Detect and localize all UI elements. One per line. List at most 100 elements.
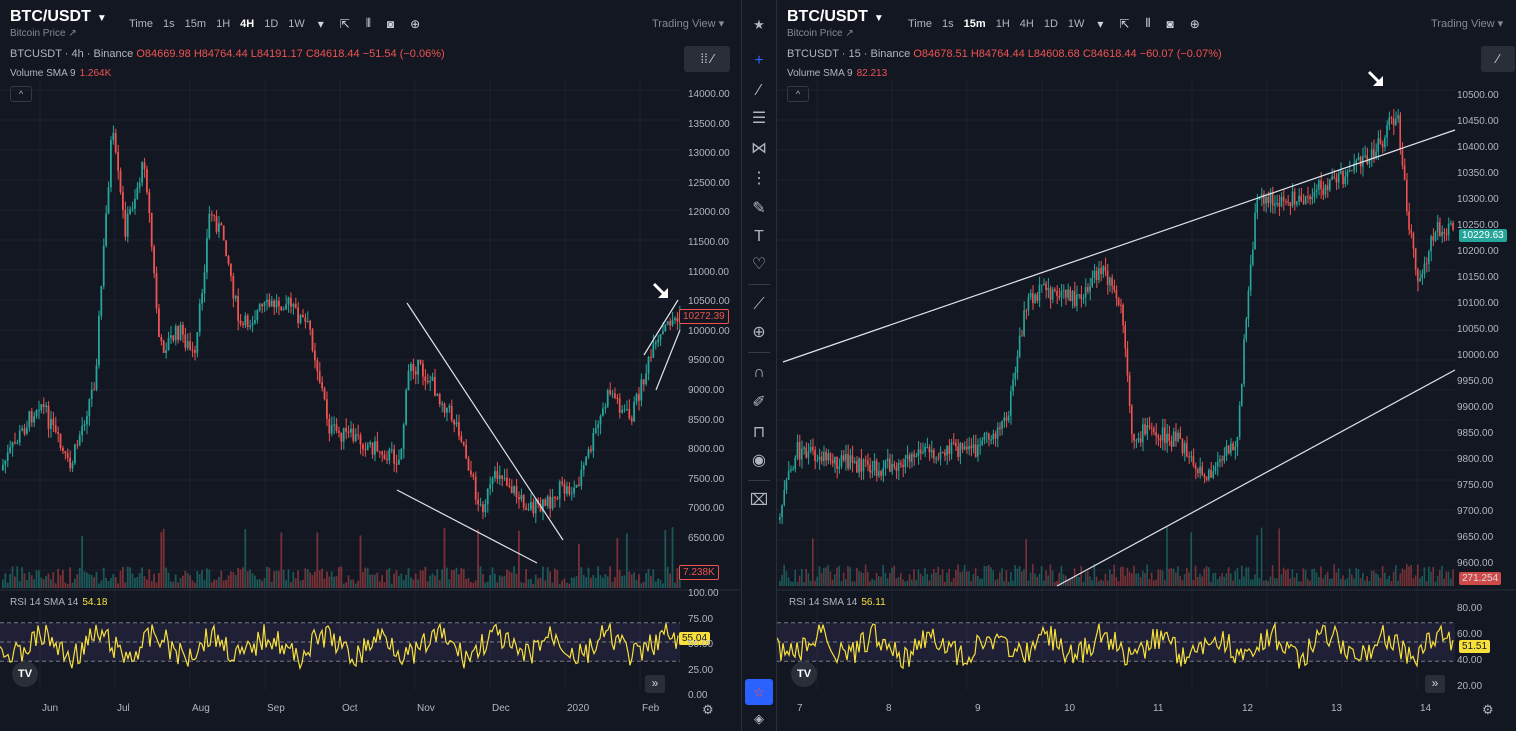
candle-body <box>554 497 556 499</box>
tf-1h[interactable]: 1H <box>216 17 231 30</box>
indicator-icon[interactable]: ⇱ <box>339 16 350 31</box>
eye-icon[interactable]: ◉ <box>752 452 766 469</box>
volume-bar <box>460 567 463 588</box>
candle-type-icon[interactable]: ⫴ <box>365 16 371 30</box>
lock-draw-icon[interactable]: ✐ <box>752 394 766 411</box>
camera-icon[interactable]: ◙ <box>1166 16 1174 31</box>
tf-4h[interactable]: 4H <box>1019 17 1034 30</box>
ruler-icon[interactable]: ⟋ <box>753 296 765 313</box>
volume-bar <box>249 569 251 588</box>
volume-bar <box>994 580 997 586</box>
layers-icon[interactable]: ◈ <box>754 711 764 726</box>
favorites-star-icon[interactable]: ★ <box>753 17 765 32</box>
rsi-axis-label: 0.00 <box>688 690 708 702</box>
crosshair-icon[interactable]: + <box>754 52 764 69</box>
tf-time[interactable]: Time <box>129 17 154 30</box>
candle-body <box>968 446 970 450</box>
tf-1d[interactable]: 1D <box>1043 17 1058 30</box>
indicator-icon[interactable]: ⇱ <box>1119 16 1130 31</box>
candle-body <box>263 302 266 307</box>
candle-body <box>785 479 788 490</box>
tf-1w[interactable]: 1W <box>288 17 305 30</box>
candle-body <box>626 409 628 411</box>
chevron-down-icon: ▼ <box>873 13 884 24</box>
candle-body <box>330 424 333 434</box>
tradingview-logo[interactable]: TV <box>791 661 817 687</box>
tf-1d[interactable]: 1D <box>264 17 279 30</box>
settings-gear-icon[interactable]: ⚙ <box>702 702 714 717</box>
line-tool-quick-button[interactable]: ⁄ <box>1481 46 1515 72</box>
right-price-chart[interactable] <box>777 0 1516 731</box>
candle-body <box>845 454 847 461</box>
candle-body <box>114 132 117 153</box>
left-price-chart[interactable] <box>0 0 742 731</box>
symbol-selector[interactable]: BTC/USDT ▼ <box>787 8 884 26</box>
candle-body <box>1315 189 1318 192</box>
drawing-quick-button[interactable]: ⁞⁞ ⁄ <box>684 46 730 72</box>
heart-icon[interactable]: ♡ <box>751 256 767 273</box>
settings-gear-icon[interactable]: ⚙ <box>1482 702 1494 717</box>
volume-bar <box>258 579 261 588</box>
candle-body <box>1234 446 1236 451</box>
projection-icon[interactable]: ⋮ <box>751 170 767 187</box>
volume-bar <box>654 581 657 588</box>
candle-body <box>9 447 11 453</box>
candle-body <box>599 415 602 425</box>
volume-bar <box>342 583 345 588</box>
tf-15m[interactable]: 15m <box>184 17 207 30</box>
tf-1s[interactable]: 1s <box>163 17 175 30</box>
lock-icon[interactable]: ⊓ <box>752 424 766 441</box>
volume-value: 82.213 <box>856 68 888 79</box>
zoom-icon[interactable]: ⊕ <box>752 324 766 341</box>
volume-bar <box>486 581 489 588</box>
tradingview-logo[interactable]: TV <box>12 661 38 687</box>
fib-icon[interactable]: ☰ <box>751 110 767 127</box>
chevron-down-icon[interactable]: ▾ <box>1097 16 1104 31</box>
volume-bar <box>666 566 669 588</box>
volume-bar <box>213 579 215 588</box>
candle-body <box>450 405 453 421</box>
tf-1h[interactable]: 1H <box>995 17 1010 30</box>
brush-icon[interactable]: ✎ <box>752 200 766 217</box>
candle-body <box>609 390 611 394</box>
scroll-forward-button[interactable]: » <box>645 675 665 693</box>
candle-body <box>1113 285 1115 290</box>
pattern-icon[interactable]: ⋈ <box>751 140 767 157</box>
tf-1s[interactable]: 1s <box>942 17 954 30</box>
collapse-legend-button[interactable]: ^ <box>787 86 809 102</box>
tf-4h[interactable]: 4H <box>240 17 255 30</box>
tf-time[interactable]: Time <box>908 17 933 30</box>
volume-bar <box>438 580 441 588</box>
volume-bar <box>246 571 249 588</box>
magnet-icon[interactable]: ∩ <box>753 364 765 381</box>
trend-line-icon[interactable]: ⁄ <box>757 82 761 99</box>
candle-body <box>256 310 259 321</box>
add-icon[interactable]: ⊕ <box>410 16 421 31</box>
candle-type-icon[interactable]: ⫴ <box>1145 16 1151 30</box>
left-chart-panel[interactable]: BTC/USDT ▼ Bitcoin Price ↗ Time 1s 15m 1H… <box>0 0 742 731</box>
candle-body <box>376 441 379 452</box>
volume-bar <box>618 570 621 588</box>
scroll-forward-button[interactable]: » <box>1425 675 1445 693</box>
camera-icon[interactable]: ◙ <box>386 16 395 31</box>
right-chart-panel[interactable]: BTC/USDT ▼ Bitcoin Price ↗ Time 1s 15m 1H… <box>776 0 1516 731</box>
symbol-subtitle[interactable]: Bitcoin Price ↗ <box>10 28 77 39</box>
symbol-selector[interactable]: BTC/USDT ▼ <box>10 8 107 26</box>
tf-1w[interactable]: 1W <box>1067 17 1085 30</box>
volume-bar <box>1054 581 1056 586</box>
candle-body <box>805 447 807 458</box>
text-icon[interactable]: T <box>754 228 764 245</box>
favorite-star-button[interactable]: ☆ <box>745 679 773 705</box>
volume-bar <box>1199 573 1201 586</box>
trading-view-button[interactable]: Trading View ▾ <box>1431 18 1504 30</box>
volume-bar <box>1091 580 1093 586</box>
tf-15m[interactable]: 15m <box>963 17 986 30</box>
chevron-down-icon[interactable]: ▾ <box>317 16 324 31</box>
volume-bar <box>107 581 110 588</box>
volume-bar <box>578 543 580 588</box>
trading-view-button[interactable]: Trading View ▾ <box>652 18 725 30</box>
add-icon[interactable]: ⊕ <box>1189 16 1200 31</box>
trash-icon[interactable]: ⌧ <box>749 492 769 509</box>
collapse-legend-button[interactable]: ^ <box>10 86 32 102</box>
symbol-subtitle[interactable]: Bitcoin Price ↗ <box>787 28 854 39</box>
